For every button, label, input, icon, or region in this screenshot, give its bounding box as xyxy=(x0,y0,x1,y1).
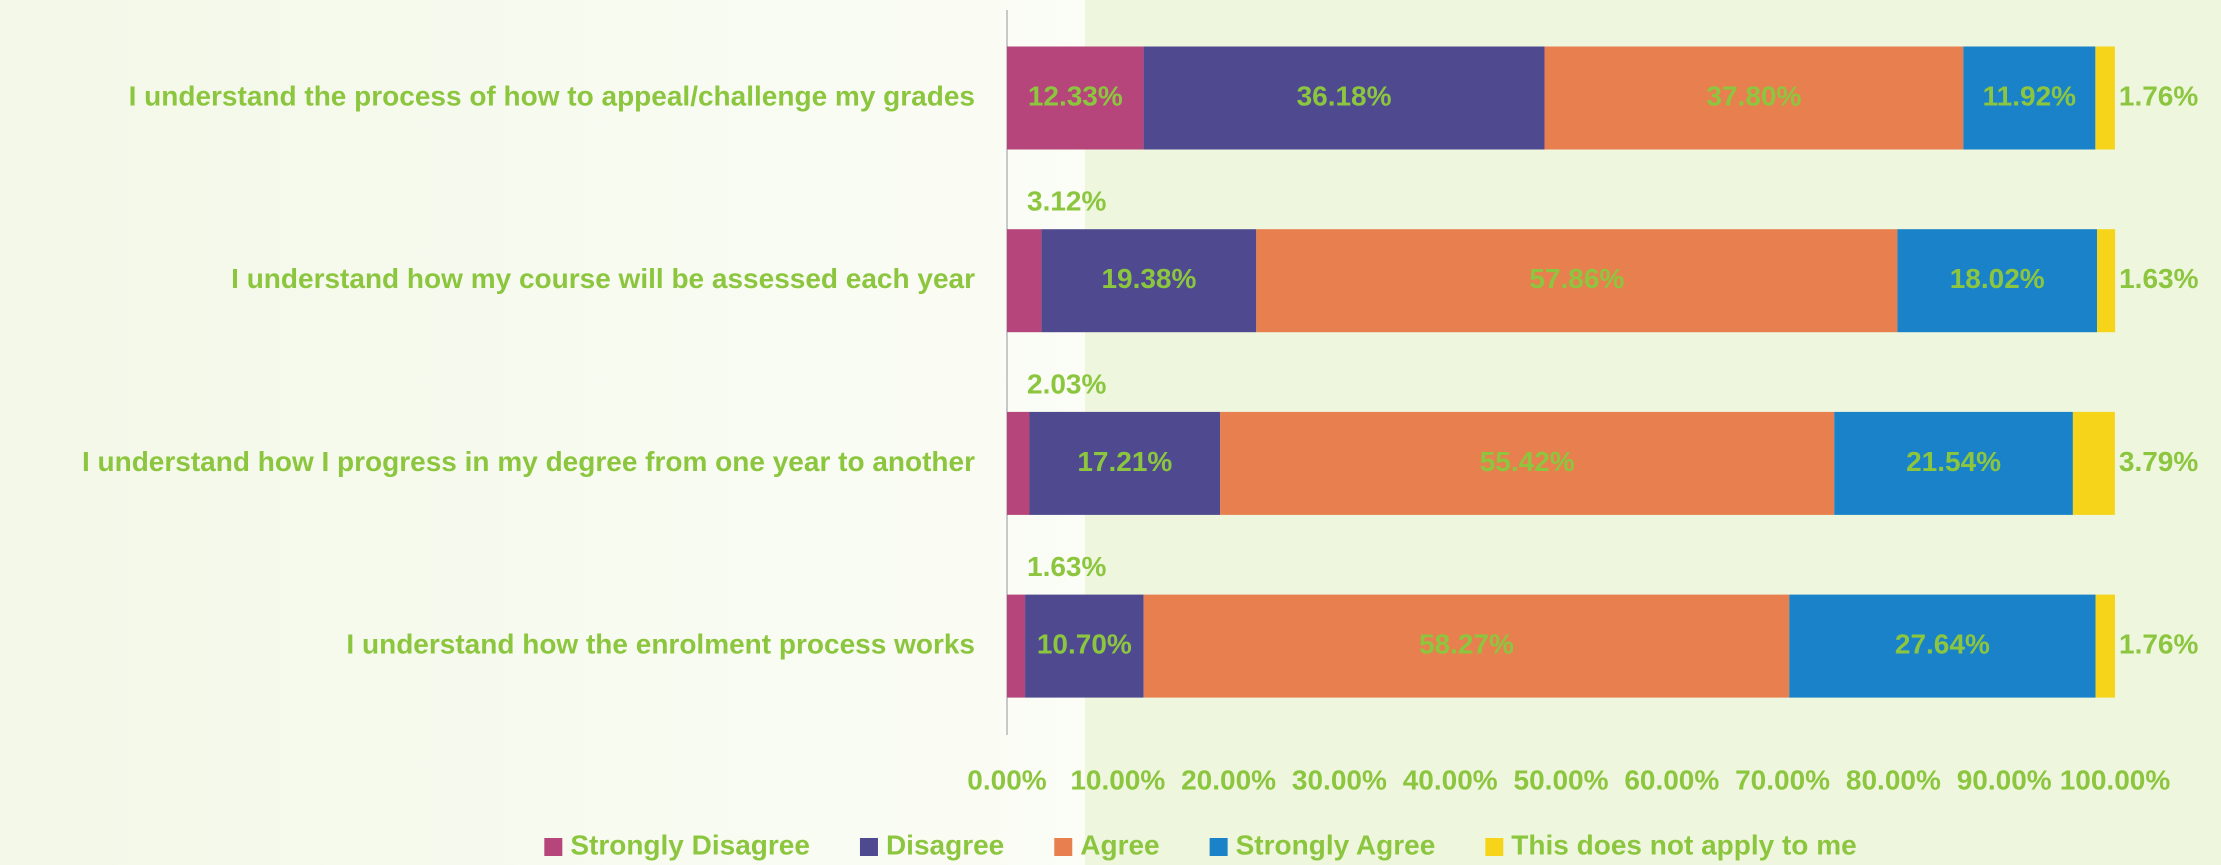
bar-segment xyxy=(1007,229,1042,333)
legend-label: Strongly Disagree xyxy=(570,829,810,860)
data-label: 12.33% xyxy=(1028,80,1123,111)
data-label: 19.38% xyxy=(1101,263,1196,294)
x-tick-label: 90.00% xyxy=(1957,764,2052,795)
data-label: 1.63% xyxy=(1027,551,1106,582)
bar-segment xyxy=(1007,411,1030,515)
data-label: 1.76% xyxy=(2119,628,2198,659)
bar-segment xyxy=(1029,411,1221,515)
legend-label: This does not apply to me xyxy=(1511,829,1856,860)
legend-swatch xyxy=(1054,838,1073,856)
x-tick-label: 60.00% xyxy=(1624,764,1719,795)
x-tick-label: 30.00% xyxy=(1292,764,1387,795)
data-label: 10.70% xyxy=(1037,628,1132,659)
bar-segment xyxy=(1007,46,1144,150)
legend-swatch xyxy=(544,838,563,856)
bar-segment xyxy=(1143,594,1790,698)
category-label: I understand how the enrolment process w… xyxy=(346,628,975,659)
data-label: 1.76% xyxy=(2119,80,2198,111)
data-label: 37.80% xyxy=(1706,80,1801,111)
data-label: 58.27% xyxy=(1419,628,1514,659)
category-label: I understand how I progress in my degree… xyxy=(82,446,975,477)
category-label: I understand the process of how to appea… xyxy=(129,80,975,111)
data-label: 27.64% xyxy=(1895,628,1990,659)
data-label: 57.86% xyxy=(1529,263,1624,294)
bar-segment xyxy=(1897,229,2098,333)
data-label: 21.54% xyxy=(1906,446,2001,477)
legend-swatch xyxy=(1485,838,1504,856)
data-label: 3.12% xyxy=(1027,186,1106,217)
data-label: 11.92% xyxy=(1983,80,2077,111)
category-label: I understand how my course will be asses… xyxy=(231,263,975,294)
legend-swatch xyxy=(1209,838,1228,856)
x-tick-label: 10.00% xyxy=(1070,764,1165,795)
legend-label: Disagree xyxy=(886,829,1004,860)
legend-label: Agree xyxy=(1080,829,1159,860)
bar-segment xyxy=(1963,46,2096,150)
x-tick-label: 50.00% xyxy=(1514,764,1609,795)
bar-segment xyxy=(1220,411,1835,515)
data-label: 1.63% xyxy=(2119,263,2198,294)
data-label: 2.03% xyxy=(1027,368,1106,399)
x-tick-label: 80.00% xyxy=(1846,764,1941,795)
bar-segment xyxy=(1143,46,1545,150)
bar-segment xyxy=(2072,411,2115,515)
data-label: 18.02% xyxy=(1950,263,2045,294)
bar-segment xyxy=(1256,229,1898,333)
bar-segment xyxy=(2095,594,2115,698)
bar-segment xyxy=(1041,229,1257,333)
bar-segment xyxy=(2095,46,2115,150)
bar-segment xyxy=(1025,594,1144,698)
x-tick-label: 20.00% xyxy=(1181,764,1276,795)
data-label: 3.79% xyxy=(2119,446,2198,477)
x-tick-label: 40.00% xyxy=(1403,764,1498,795)
bar-segment xyxy=(2097,229,2116,333)
data-label: 55.42% xyxy=(1480,446,1575,477)
legend-swatch xyxy=(859,838,878,856)
bar-segment xyxy=(1007,594,1026,698)
x-tick-label: 70.00% xyxy=(1735,764,1830,795)
bar-segment xyxy=(1789,594,2096,698)
x-tick-label: 0.00% xyxy=(967,764,1046,795)
x-tick-label: 100.00% xyxy=(2060,764,2171,795)
bar-segment xyxy=(1834,411,2073,515)
bar-segment xyxy=(1544,46,1964,150)
data-label: 17.21% xyxy=(1077,446,1172,477)
data-label: 36.18% xyxy=(1297,80,1392,111)
legend-label: Strongly Agree xyxy=(1236,829,1436,860)
